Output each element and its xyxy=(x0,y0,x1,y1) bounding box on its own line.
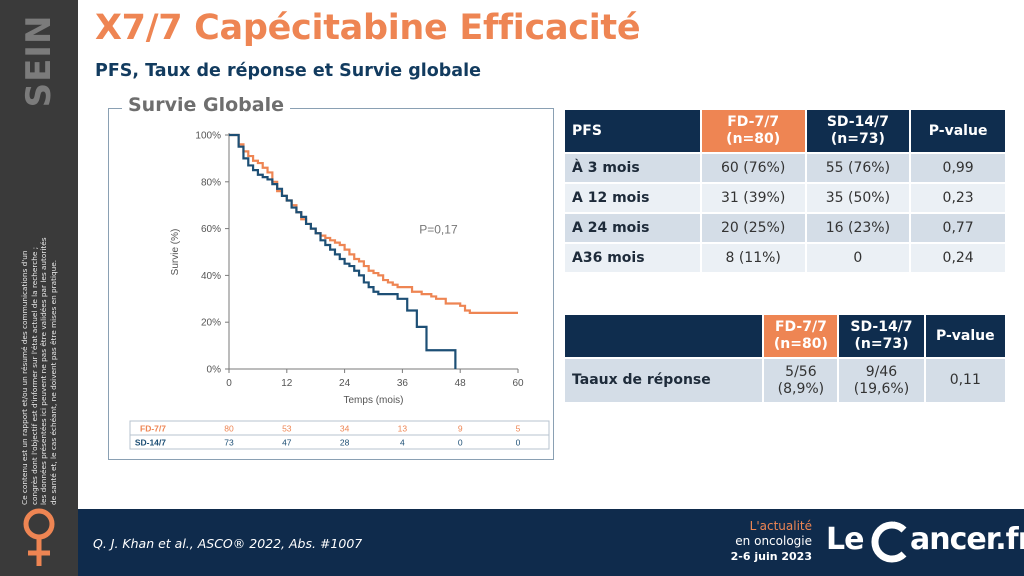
at-risk-value: 0 xyxy=(516,438,521,448)
response-table: FD-7/7 (n=80) SD-14/7 (n=73) P-value Taaux… xyxy=(563,313,1007,404)
response-header-label xyxy=(565,315,763,357)
sidebar-word: SEIN xyxy=(4,14,74,108)
footer-tagline: L'actualité en oncologie 2-6 juin 2023 xyxy=(702,519,812,564)
pfs-header-fd: FD-7/7 (n=80) xyxy=(701,110,805,152)
cell-fd: 8 (11%) xyxy=(701,244,805,272)
response-header-row: FD-7/7 (n=80) SD-14/7 (n=73) P-value xyxy=(565,315,1005,357)
row-label: A36 mois xyxy=(565,244,700,272)
table-row: A36 mois 8 (11%) 0 0,24 xyxy=(565,244,1005,272)
disclaimer-text: Ce contenu est un rapport et/ou un résum… xyxy=(19,237,58,505)
x-tick-label: 12 xyxy=(281,378,293,389)
response-header-fd: FD-7/7 (n=80) xyxy=(764,315,838,357)
x-tick-label: 24 xyxy=(339,378,351,389)
response-header-p: P-value xyxy=(925,315,1005,357)
x-axis-label: Temps (mois) xyxy=(343,395,403,406)
at-risk-row-label: SD-14/7 xyxy=(135,438,166,448)
cell-p: 0,77 xyxy=(911,214,1005,242)
logo-rest: ancer.fr xyxy=(910,522,1024,557)
pfs-table: PFS FD-7/7 (n=80) SD-14/7 (n=73) P-value À… xyxy=(563,108,1007,274)
table-row: Taaux de réponse 5/56 (8,9%) 9/46 (19,6%) … xyxy=(565,359,1005,402)
table-row: A 24 mois 20 (25%) 16 (23%) 0,77 xyxy=(565,214,1005,242)
tagline-actualite: L'actualité xyxy=(749,519,812,533)
chart-title: Survie Globale xyxy=(122,94,290,116)
y-tick-label: 80% xyxy=(201,177,221,188)
cell-fd: 20 (25%) xyxy=(701,214,805,242)
km-curve-sd xyxy=(229,133,457,369)
cell-fd: 5/56 (8,9%) xyxy=(764,359,838,402)
sidebar-word-text: SEIN xyxy=(19,14,59,108)
sidebar: SEIN Ce contenu est un rapport et/ou un … xyxy=(0,0,78,576)
row-label: A 12 mois xyxy=(565,184,700,212)
logo-le: Le xyxy=(826,522,864,557)
row-label: À 3 mois xyxy=(565,154,700,182)
pfs-header-p: P-value xyxy=(911,110,1005,152)
km-curve-fd xyxy=(229,133,518,314)
at-risk-value: 34 xyxy=(340,424,350,434)
cell-sd: 35 (50%) xyxy=(806,184,910,212)
y-tick-label: 60% xyxy=(201,224,221,235)
page-title: X7/7 Capécitabine Efficacité xyxy=(95,8,641,48)
lecancer-logo[interactable]: Le ancer.fr xyxy=(826,518,1024,568)
venus-icon xyxy=(23,508,55,566)
cell-p: 0,11 xyxy=(925,359,1005,402)
row-label: Taaux de réponse xyxy=(565,359,763,402)
tagline-oncologie: en oncologie xyxy=(735,534,812,548)
at-risk-row-label: FD-7/7 xyxy=(140,424,166,434)
y-tick-label: 100% xyxy=(195,131,221,142)
pfs-header-sd-text: SD-14/7 (n=73) xyxy=(826,114,889,147)
at-risk-value: 4 xyxy=(400,438,405,448)
x-tick-label: 48 xyxy=(455,378,467,389)
at-risk-value: 13 xyxy=(398,424,408,434)
x-tick-label: 36 xyxy=(397,378,409,389)
pfs-header-fd-text: FD-7/7 (n=80) xyxy=(726,114,781,147)
at-risk-value: 47 xyxy=(282,438,292,448)
response-header-sd: SD-14/7 (n=73) xyxy=(839,315,924,357)
at-risk-value: 9 xyxy=(458,424,463,434)
cell-p: 0,99 xyxy=(911,154,1005,182)
cell-sd: 55 (76%) xyxy=(806,154,910,182)
reference: Q. J. Khan et al., ASCO® 2022, Abs. #100… xyxy=(93,536,363,551)
page-subtitle: PFS, Taux de réponse et Survie globale xyxy=(95,61,481,81)
pfs-header-sd: SD-14/7 (n=73) xyxy=(806,110,910,152)
y-tick-label: 40% xyxy=(201,271,221,282)
cell-sd: 0 xyxy=(806,244,910,272)
at-risk-value: 80 xyxy=(224,424,234,434)
x-tick-label: 0 xyxy=(226,378,232,389)
pfs-header-label: PFS xyxy=(565,110,700,152)
y-axis-label: Survie (%) xyxy=(170,229,181,276)
logo-c-icon xyxy=(871,521,907,563)
survival-chart: 0% 20% 40% 60% 80% 100% 0 12 24 36 48 60 Temps (mois… xyxy=(129,131,550,450)
at-risk-value: 5 xyxy=(516,424,521,434)
cell-sd: 9/46 (19,6%) xyxy=(839,359,924,402)
row-label: A 24 mois xyxy=(565,214,700,242)
at-risk-value: 73 xyxy=(224,438,234,448)
at-risk-value: 53 xyxy=(282,424,292,434)
at-risk-value: 0 xyxy=(458,438,463,448)
table-row: A 12 mois 31 (39%) 35 (50%) 0,23 xyxy=(565,184,1005,212)
cell-p: 0,23 xyxy=(911,184,1005,212)
tagline-dates: 2-6 juin 2023 xyxy=(730,550,812,563)
y-tick-label: 20% xyxy=(201,318,221,329)
p-value-annotation: P=0,17 xyxy=(419,222,458,236)
cell-fd: 60 (76%) xyxy=(701,154,805,182)
pfs-header-row: PFS FD-7/7 (n=80) SD-14/7 (n=73) P-value xyxy=(565,110,1005,152)
disclaimer: Ce contenu est un rapport et/ou un résum… xyxy=(0,230,78,510)
at-risk-value: 28 xyxy=(340,438,350,448)
x-tick-label: 60 xyxy=(512,378,524,389)
cell-p: 0,24 xyxy=(911,244,1005,272)
footer xyxy=(78,509,1024,576)
cell-fd: 31 (39%) xyxy=(701,184,805,212)
table-row: À 3 mois 60 (76%) 55 (76%) 0,99 xyxy=(565,154,1005,182)
y-tick-label: 0% xyxy=(207,365,222,376)
cell-sd: 16 (23%) xyxy=(806,214,910,242)
chart-frame xyxy=(108,108,554,460)
